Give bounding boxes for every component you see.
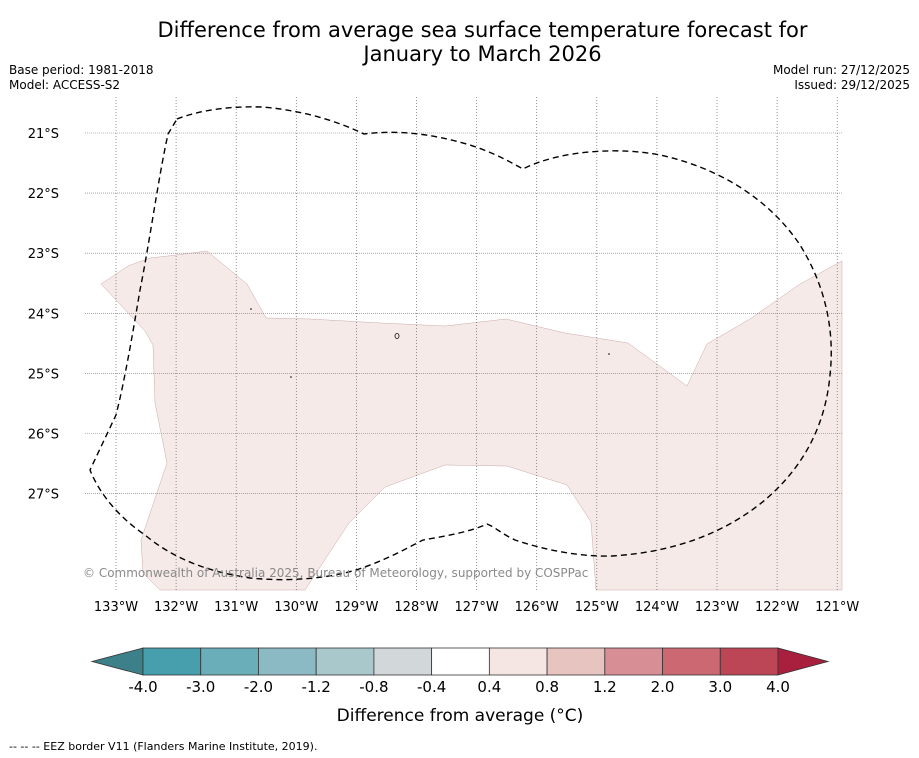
longitude-label: 123°W (695, 600, 739, 615)
title-line-2: January to March 2026 (363, 42, 602, 66)
colorbar-tick-label: 4.0 (766, 678, 790, 696)
longitude-gridlines (115, 97, 838, 591)
longitude-label: 125°W (575, 600, 619, 615)
colorbar-tick-label: -2.0 (244, 678, 273, 696)
colorbar-tick-label: 0.4 (477, 678, 501, 696)
colorbar-tick-label: -0.4 (417, 678, 446, 696)
longitude-label: 122°W (755, 600, 799, 615)
longitude-label: 132°W (154, 600, 198, 615)
speckle (290, 376, 292, 378)
colorbar-segment (315, 647, 375, 676)
colorbar-tick-label: -4.0 (128, 678, 157, 696)
colorbar-low-extend (90, 647, 144, 676)
colorbar-segment (546, 647, 606, 676)
speckle (250, 308, 252, 310)
longitude-label: 128°W (394, 600, 438, 615)
colorbar-segment (373, 647, 433, 676)
speckle (608, 353, 610, 355)
issued-date: Issued: 29/12/2025 (794, 78, 910, 92)
latitude-label: 21°S (28, 127, 59, 142)
colorbar-segment (488, 647, 548, 676)
longitude-labels: 133°W 132°W 131°W 130°W 129°W 128°W 127°W 126°W… (94, 600, 860, 615)
meta-right: Model run: 27/12/2025 Issued: 29/12/2025 (773, 63, 910, 93)
latitude-label: 27°S (28, 488, 59, 503)
meta-left: Base period: 1981-2018 Model: ACCESS-S2 (9, 63, 154, 93)
colorbar-tick-label: 2.0 (651, 678, 675, 696)
anomaly-region (100, 250, 843, 591)
base-period: Base period: 1981-2018 (9, 63, 154, 77)
longitude-label: 131°W (214, 600, 258, 615)
colorbar-high-extend (777, 647, 830, 676)
latitude-labels: 21°S 22°S 23°S 24°S 25°S 26°S 27°S (28, 127, 59, 503)
latitude-label: 26°S (28, 428, 59, 443)
colorbar-segment (662, 647, 721, 676)
colorbar (90, 647, 830, 676)
eez-footnote: -- -- -- EEZ border V11 (Flanders Marine… (9, 740, 318, 753)
colorbar-title: Difference from average (°C) (337, 706, 584, 726)
colorbar-segment (258, 647, 317, 676)
latitude-label: 24°S (28, 307, 59, 322)
model-run: Model run: 27/12/2025 (772, 63, 910, 77)
model-name: Model: ACCESS-S2 (9, 78, 121, 92)
longitude-label: 126°W (515, 600, 559, 615)
latitude-label: 23°S (28, 247, 59, 262)
longitude-label: 129°W (334, 600, 378, 615)
title-line-1: Difference from average sea surface temp… (157, 18, 808, 42)
latitude-label: 22°S (28, 187, 59, 202)
longitude-label: 124°W (635, 600, 679, 615)
longitude-label: 130°W (274, 600, 318, 615)
latitude-gridlines (85, 132, 843, 494)
colorbar-segment (142, 647, 202, 676)
colorbar-labels: -4.0 -3.0 -2.0 -1.2 -0.8 -0.4 0.4 0.8 1.2 2.0 3.0 4… (128, 678, 790, 696)
colorbar-segment (431, 647, 490, 676)
copyright-notice: © Commonwealth of Australia 2025, Bureau… (83, 566, 588, 580)
colorbar-segment (200, 647, 259, 676)
eez-border (89, 106, 832, 581)
longitude-label: 133°W (94, 600, 138, 615)
longitude-label: 127°W (455, 600, 499, 615)
colorbar-tick-label: -1.2 (302, 678, 331, 696)
colorbar-tick-label: 1.2 (593, 678, 617, 696)
colorbar-segment (604, 647, 663, 676)
colorbar-tick-label: 0.8 (535, 678, 559, 696)
colorbar-tick-label: 3.0 (708, 678, 732, 696)
latitude-label: 25°S (28, 367, 59, 382)
colorbar-tick-label: -3.0 (186, 678, 215, 696)
colorbar-segment (719, 647, 779, 676)
map-title: Difference from average sea surface temp… (120, 18, 845, 66)
colorbar-tick-label: -0.8 (359, 678, 388, 696)
longitude-label: 121°W (815, 600, 859, 615)
speckle (394, 333, 400, 339)
